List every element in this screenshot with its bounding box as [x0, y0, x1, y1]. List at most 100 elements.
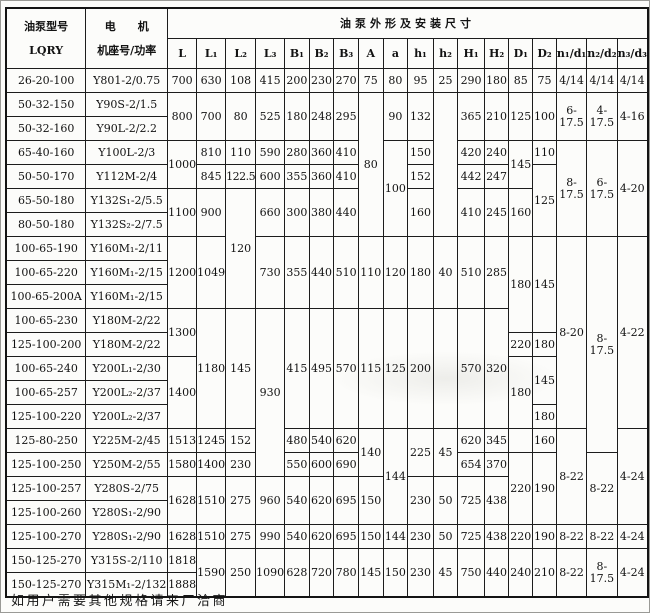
cell-dim-value: 365: [457, 92, 485, 142]
cell-dim-value: 145: [357, 548, 384, 598]
cell-dim-value: 1400: [167, 356, 198, 430]
cell-dim-value: 320: [483, 308, 510, 430]
cell-dim-value: 4-16: [616, 92, 649, 142]
cell-dim-value: 180: [532, 332, 557, 358]
cell-dim-value: 160: [407, 188, 434, 238]
col-header-dim: H₁: [457, 38, 485, 70]
cell-motor-model: Y250M-2/55: [85, 452, 169, 478]
cell-dim-value: 110: [225, 140, 257, 166]
cell-dim-value: 620: [308, 476, 335, 526]
cell-dim-value: 290: [457, 68, 485, 94]
cell-motor-model: Y180M-2/22: [85, 308, 169, 334]
cell-dim-value: 8-22: [555, 428, 588, 526]
cell-dim-value: 600: [308, 452, 335, 478]
cell-dim-value: 140: [357, 428, 384, 478]
cell-dim-value: 230: [407, 548, 434, 598]
cell-pump-model: 50-32-150: [5, 92, 87, 118]
cell-dim-value: 695: [333, 524, 359, 550]
cell-dim-value: 40: [432, 236, 459, 310]
table-row: 100-65-230 Y180M-2/22 1300 1180 145 930 415 495…: [5, 308, 648, 478]
cell-dim-value: 95: [407, 68, 434, 94]
cell-dim-value: 132: [407, 92, 434, 142]
cell-dim-value: 700: [167, 68, 198, 94]
cell-dim-value: 960: [255, 476, 286, 526]
cell-dim-value: 525: [255, 92, 286, 142]
cell-dim-value: 180: [407, 236, 434, 310]
cell-dim-value: 1580: [167, 452, 198, 478]
cell-dim-value: 230: [225, 452, 257, 478]
cell-dim-value: 1300: [167, 308, 198, 358]
cell-dim-value: 75: [532, 68, 557, 94]
cell-dim-value: 442: [457, 164, 485, 190]
cell-dim-value: 1400: [196, 452, 227, 478]
cell-dim-value: 125: [532, 164, 557, 238]
table-row: 125-100-257 Y280S-2/75 1628 1510 275 960 540 62…: [5, 476, 648, 526]
cell-dim-value: 122.5: [225, 164, 257, 190]
cell-dim-value: 1245: [196, 428, 227, 454]
cell-pump-model: 50-32-160: [5, 116, 87, 142]
cell-dim-value: 144: [382, 524, 409, 550]
cell-pump-model: 100-65-190: [5, 236, 87, 262]
cell-dim-value: 570: [333, 308, 359, 430]
cell-dim-value: 1818: [167, 548, 198, 574]
cell-dim-value: 240: [483, 140, 510, 166]
cell-dim-value: 654: [457, 452, 485, 478]
cell-dim-value: 1100: [167, 188, 198, 238]
cell-dim-value: 440: [308, 236, 335, 310]
col-header-dim: h₁: [407, 38, 434, 70]
cell-dim-value: 248: [308, 92, 335, 142]
cell-dim-value: 620: [308, 524, 335, 550]
cell-motor-model: Y160M₁-2/15: [85, 284, 169, 310]
cell-dim-value: 8-20: [555, 236, 588, 430]
cell-pump-model: 65-50-180: [5, 188, 87, 214]
col-header-dim: n₃/d₃: [616, 38, 649, 70]
cell-dim-value: 380: [308, 188, 335, 238]
cell-dim-value: 720: [308, 548, 335, 598]
cell-motor-model: Y160M₁-2/15: [85, 260, 169, 286]
table-row: 26-20-100 Y801-2/0.75 700 630 108 415 200 230 27…: [5, 68, 649, 94]
cell-pump-model: 125-100-220: [5, 404, 87, 430]
cell-dim-value: 540: [284, 524, 310, 550]
col-header-dim: n₂/d₂: [586, 38, 618, 70]
cell-dim-value: 45: [432, 548, 459, 598]
cell-dim-value: 1510: [196, 476, 227, 526]
cell-dim-value: 8-22: [555, 524, 588, 550]
cell-dim-value: 4-24: [616, 524, 649, 550]
cell-dim-value: [432, 308, 459, 430]
cell-dim-value: 930: [255, 308, 286, 478]
cell-motor-model: Y100L-2/3: [85, 140, 169, 166]
cell-motor-model: Y160M₁-2/11: [85, 236, 169, 262]
cell-dim-value: 1049: [196, 236, 227, 310]
cell-motor-model: Y200L₂-2/37: [85, 380, 169, 406]
col-header-dim: D₂: [532, 38, 557, 70]
col-header-dim: D₁: [508, 38, 534, 70]
cell-dim-value: 115: [357, 308, 384, 430]
cell-dim-value: 280: [284, 140, 310, 166]
cell-pump-model: 125-100-270: [5, 524, 87, 550]
pump-table-body: 26-20-100 Y801-2/0.75 700 630 108 415 200 230 27…: [5, 68, 649, 598]
col-header-dim: H₂: [483, 38, 510, 70]
cell-dim-value: 810: [196, 140, 227, 166]
cell-motor-model: Y801-2/0.75: [85, 68, 169, 94]
cell-motor-model: Y112M-2/4: [85, 164, 169, 190]
cell-dim-value: 590: [255, 140, 286, 166]
cell-dim-value: 780: [333, 548, 359, 598]
cell-dim-value: 410: [457, 188, 485, 238]
cell-dim-value: 410: [333, 164, 359, 190]
cell-pump-model: 125-80-250: [5, 428, 87, 454]
cell-dim-value: 180: [508, 356, 534, 430]
pump-model-title: 油泵型号: [24, 19, 69, 33]
cell-dim-value: 4-20: [616, 140, 649, 238]
cell-pump-model: 65-40-160: [5, 140, 87, 166]
cell-dim-value: 360: [308, 140, 335, 166]
col-header-dim: n₁/d₁: [555, 38, 588, 70]
cell-pump-model: 100-65-230: [5, 308, 87, 334]
cell-dim-value: 180: [532, 404, 557, 430]
col-header-pump-model: 油泵型号 LQRY: [5, 7, 87, 70]
cell-dim-value: 200: [284, 68, 310, 94]
col-header-dim: h₂: [432, 38, 459, 70]
cell-motor-model: Y280S-2/75: [85, 476, 169, 502]
cell-dim-value: 725: [457, 524, 485, 550]
